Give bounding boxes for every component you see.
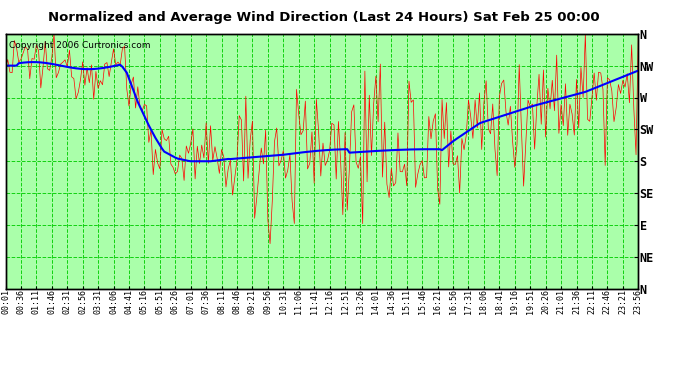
Text: Normalized and Average Wind Direction (Last 24 Hours) Sat Feb 25 00:00: Normalized and Average Wind Direction (L… [48, 11, 600, 24]
Text: Copyright 2006 Curtronics.com: Copyright 2006 Curtronics.com [9, 41, 150, 50]
